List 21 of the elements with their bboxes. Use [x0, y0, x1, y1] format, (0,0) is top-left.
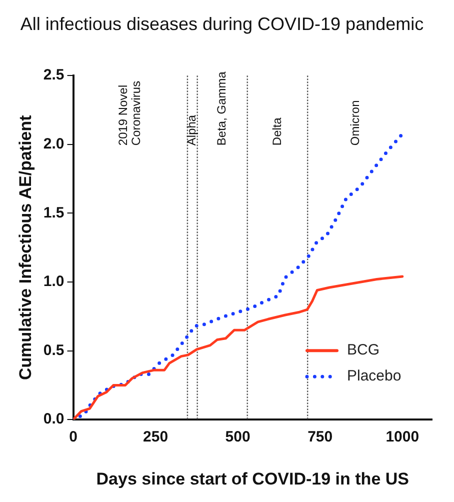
annotation: Omicron — [348, 100, 362, 146]
legend-label: Placebo — [347, 368, 402, 385]
annotation: Beta, Gamma — [214, 71, 229, 146]
x-axis-title: Days since start of COVID-19 in the US — [96, 469, 409, 488]
x-tick-label: 0 — [69, 428, 78, 446]
y-tick-label: 1.0 — [43, 273, 64, 290]
x-tick-label: 500 — [225, 428, 250, 446]
annotation: Alpha — [184, 114, 199, 146]
x-tick-label: 250 — [143, 428, 168, 446]
annotation: 2019 Novel Coronavirus — [116, 80, 144, 146]
y-tick-label: 2.0 — [43, 136, 64, 153]
y-axis-title: Cumulative Infectious AE/patient — [16, 114, 35, 380]
legend-label: BCG — [347, 342, 380, 359]
annotation: Delta — [270, 117, 284, 146]
x-tick-label: 1000 — [386, 428, 420, 446]
y-tick-label: 2.5 — [43, 66, 64, 84]
y-tick-label: 0.5 — [43, 342, 64, 359]
y-tick-label: 1.5 — [43, 204, 64, 222]
chart-title: All infectious diseases during COVID-19 pandemic — [20, 14, 424, 34]
x-tick-label: 750 — [308, 428, 333, 446]
y-tick-label: 0.0 — [43, 410, 64, 428]
